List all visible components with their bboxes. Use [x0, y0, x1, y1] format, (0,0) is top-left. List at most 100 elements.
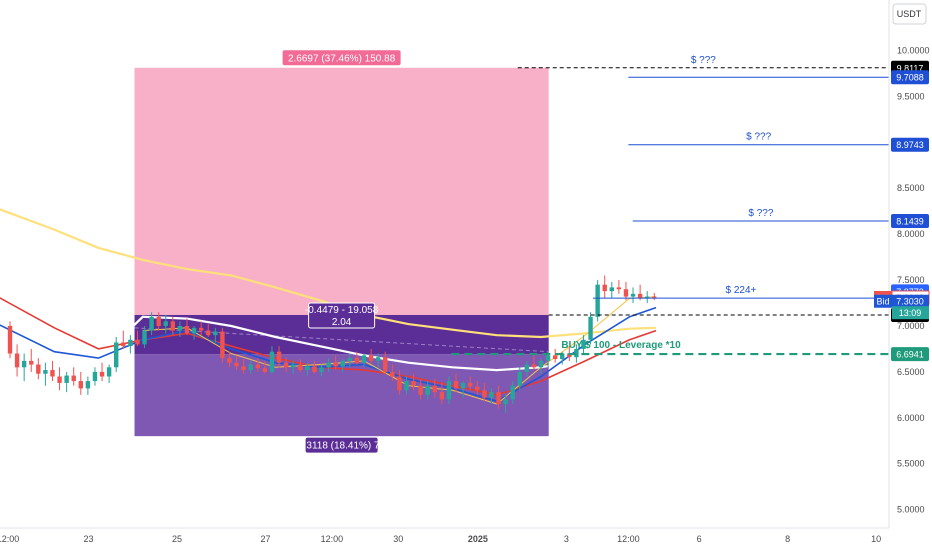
candle-body [581, 339, 586, 349]
candle-body [64, 375, 69, 383]
candle-body [291, 364, 296, 368]
candle-body [135, 339, 140, 345]
candle [468, 376, 473, 391]
target-label-bg [282, 50, 401, 66]
bid-tag-value: 7.3030 [896, 297, 924, 307]
price-tick: 7.5000 [897, 275, 925, 285]
candle [156, 312, 161, 331]
price-tick: 6.5000 [897, 367, 925, 377]
candle-body [517, 371, 522, 386]
candle [489, 388, 494, 405]
candle-body [411, 381, 416, 386]
price-levels: $ ??? $ ??? $ ??? $ 224+ BUY $ 100 - Leverag… [451, 55, 889, 356]
candle-body [375, 357, 381, 361]
candle-body [99, 371, 105, 377]
time-tick: 23 [83, 534, 93, 544]
time-tick: 8 [785, 534, 790, 544]
time-tick: 25 [172, 534, 182, 544]
candle-body [510, 385, 515, 400]
ema-white-line [115, 315, 577, 372]
candle-body [567, 353, 572, 358]
candle [163, 314, 168, 334]
price-tag-bg [891, 137, 929, 152]
candle [64, 371, 69, 393]
candle-body [503, 399, 508, 405]
candle [262, 360, 268, 374]
candle [361, 353, 367, 368]
currency-badge[interactable] [892, 3, 927, 25]
candle [581, 335, 586, 354]
candle-body [262, 368, 268, 372]
candle-body [652, 296, 657, 299]
candle-body [50, 370, 55, 377]
price-tag: 8.1439 [891, 213, 929, 228]
candle-body [538, 360, 544, 368]
stop-label: 1.3118 (18.41%) 75 [298, 441, 386, 452]
candle-body [149, 316, 154, 331]
candle [43, 362, 48, 386]
candle-body [29, 360, 34, 365]
candle [85, 376, 91, 395]
candle [326, 358, 331, 372]
candle [191, 325, 197, 340]
candle-body [340, 360, 345, 367]
candle-body [439, 392, 445, 400]
target-zone [134, 67, 549, 315]
candle-body [368, 355, 374, 361]
price-tag-text: 9.7088 [896, 73, 924, 83]
candle-body [319, 367, 324, 372]
price-tag: 6.6941 [891, 347, 929, 362]
candle [609, 281, 614, 299]
candle [298, 359, 303, 372]
candle-body [595, 284, 600, 317]
candle [333, 355, 338, 371]
candle-body [121, 342, 126, 347]
candle [206, 324, 211, 338]
candle [503, 394, 508, 414]
level-label: BUY $ 100 - Leverage *10 [561, 340, 681, 351]
candle-body [609, 287, 614, 292]
price-axis[interactable]: USDT 5.0000 5.5000 6.0000 6.5000 7.0000 7.500… [874, 0, 932, 550]
bid-tag-value-bg [892, 294, 929, 308]
level-label: $ ??? [748, 208, 773, 219]
time-axis[interactable]: 12:00 23 25 27 12:00 30 2025 3 12:00 6 8 10 [0, 527, 932, 550]
candle-body [453, 381, 459, 389]
candle [305, 362, 310, 376]
candle-body [623, 289, 629, 297]
candle [71, 367, 76, 386]
candle [184, 318, 190, 336]
ema-red-line [0, 297, 657, 396]
candles [7, 275, 657, 414]
candle-body [545, 355, 551, 361]
candle [418, 379, 423, 400]
candle [291, 360, 296, 374]
candle-body [85, 381, 91, 389]
candle [121, 330, 126, 349]
candle-body [574, 348, 579, 358]
candle [552, 348, 558, 363]
candle-body [276, 351, 282, 363]
candle-body [616, 287, 622, 290]
candle [616, 280, 622, 294]
candle [475, 381, 480, 395]
candle [319, 364, 324, 377]
candle [99, 362, 105, 382]
candle [453, 373, 459, 393]
candle [36, 358, 41, 380]
candle-body [255, 364, 260, 369]
candle [397, 370, 402, 395]
candle [602, 275, 607, 299]
candle [439, 382, 445, 405]
candle-body [241, 366, 246, 371]
candle [227, 351, 232, 368]
candle-body [418, 385, 423, 395]
level-label: $ 224+ [726, 285, 757, 296]
candle [50, 360, 55, 382]
time-tick: 12:00 [321, 534, 344, 544]
candle-body [163, 321, 168, 326]
candle-body [248, 364, 253, 371]
candle-body [645, 296, 650, 299]
candle-body [390, 371, 395, 377]
candle [446, 376, 452, 405]
